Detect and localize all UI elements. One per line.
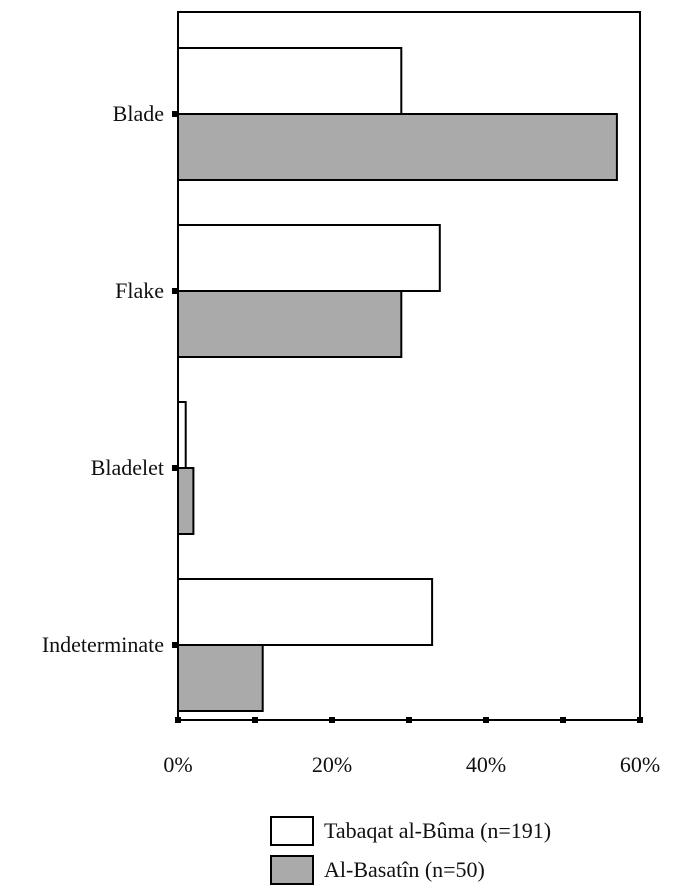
bar-indeterminate-series-1 (177, 578, 434, 646)
category-ticks-group: Blade Flake Bladelet Indeterminate (42, 101, 178, 657)
bar-blade-series-2 (177, 113, 618, 181)
legend-label-series-1: Tabaqat al-Bûma (n=191) (324, 818, 552, 843)
legend-swatch-series-2 (270, 855, 314, 885)
bars-group (177, 47, 618, 712)
x-tick-label: 20% (312, 752, 352, 777)
category-tick-blade (172, 111, 178, 117)
bar-flake-series-2 (177, 290, 403, 358)
x-tick-mark (252, 717, 258, 723)
bar-bladelet-series-1 (177, 401, 187, 469)
legend-item-series-2: Al-Basatîn (n=50) (270, 852, 670, 888)
legend-item-series-1: Tabaqat al-Bûma (n=191) (270, 813, 670, 849)
x-tick-mark (175, 717, 181, 723)
x-tick-label: 40% (466, 752, 506, 777)
bar-chart: Blade Flake Bladelet Indeterminate 0% 20% 40%… (42, 11, 660, 777)
category-tick-indeterminate (172, 642, 178, 648)
legend-swatch-series-1 (270, 816, 314, 846)
bar-blade-series-1 (177, 47, 403, 115)
category-label-flake: Flake (115, 278, 164, 303)
category-tick-bladelet (172, 465, 178, 471)
legend-label-series-2: Al-Basatîn (n=50) (324, 857, 485, 882)
x-tick-mark (329, 717, 335, 723)
category-label-blade: Blade (113, 101, 164, 126)
category-tick-flake (172, 288, 178, 294)
category-label-bladelet: Bladelet (91, 455, 164, 480)
category-label-indeterminate: Indeterminate (42, 632, 164, 657)
legend: Tabaqat al-Bûma (n=191) Al-Basatîn (n=50… (270, 813, 670, 891)
x-tick-label: 0% (163, 752, 192, 777)
x-axis-ticks-group: 0% 20% 40% 60% (163, 717, 660, 777)
bar-flake-series-1 (177, 224, 441, 292)
bar-indeterminate-series-2 (177, 644, 264, 712)
x-tick-mark (637, 717, 643, 723)
x-tick-mark (560, 717, 566, 723)
x-tick-mark (483, 717, 489, 723)
x-tick-mark (406, 717, 412, 723)
bar-bladelet-series-2 (177, 467, 195, 535)
x-tick-label: 60% (620, 752, 660, 777)
